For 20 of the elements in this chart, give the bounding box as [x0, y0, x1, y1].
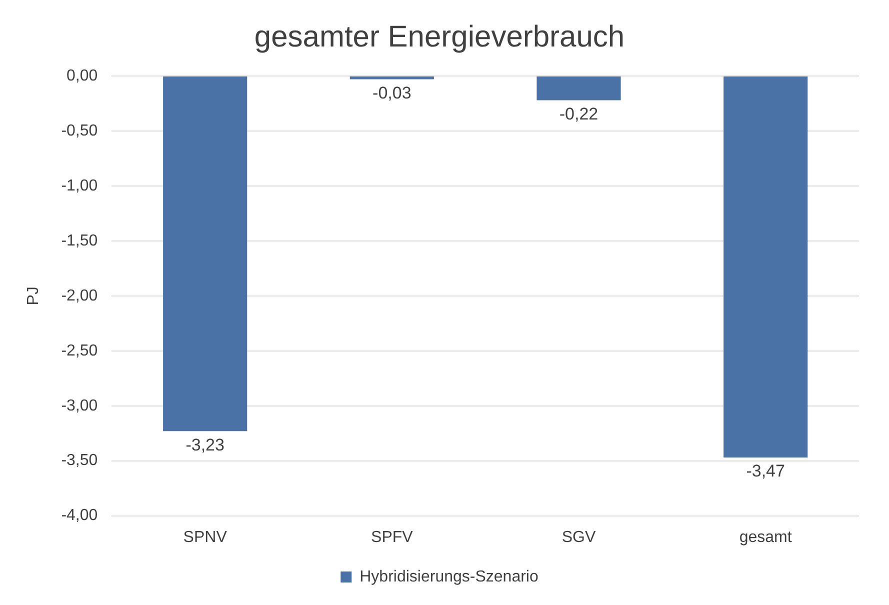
y-tick-label: -4,00: [61, 507, 98, 524]
y-tick-label: -3,00: [61, 397, 98, 414]
chart-title: gesamter Energieverbrauch: [254, 20, 625, 54]
data-label: -0,22: [559, 104, 598, 124]
y-tick-label: -3,50: [61, 452, 98, 470]
y-tick-label: -2,00: [61, 287, 98, 304]
data-label: -0,03: [372, 83, 412, 102]
x-tick-label: SPNV: [183, 528, 228, 546]
y-tick-label: -1,00: [61, 177, 98, 194]
x-tick-label: SPFV: [371, 528, 414, 546]
y-tick-label: -0,50: [61, 122, 98, 140]
y-tick-label: 0,00: [66, 67, 98, 84]
x-tick-label: SGV: [562, 528, 596, 546]
legend-label: Hybridisierungs-Szenario: [360, 568, 538, 586]
data-label: -3,47: [746, 462, 785, 481]
y-tick-label: -1,50: [61, 232, 98, 250]
y-axis-title: PJ: [25, 286, 42, 306]
x-tick-label: gesamt: [739, 528, 792, 546]
data-label: -3,23: [186, 435, 224, 454]
y-tick-label: -2,50: [61, 342, 98, 360]
